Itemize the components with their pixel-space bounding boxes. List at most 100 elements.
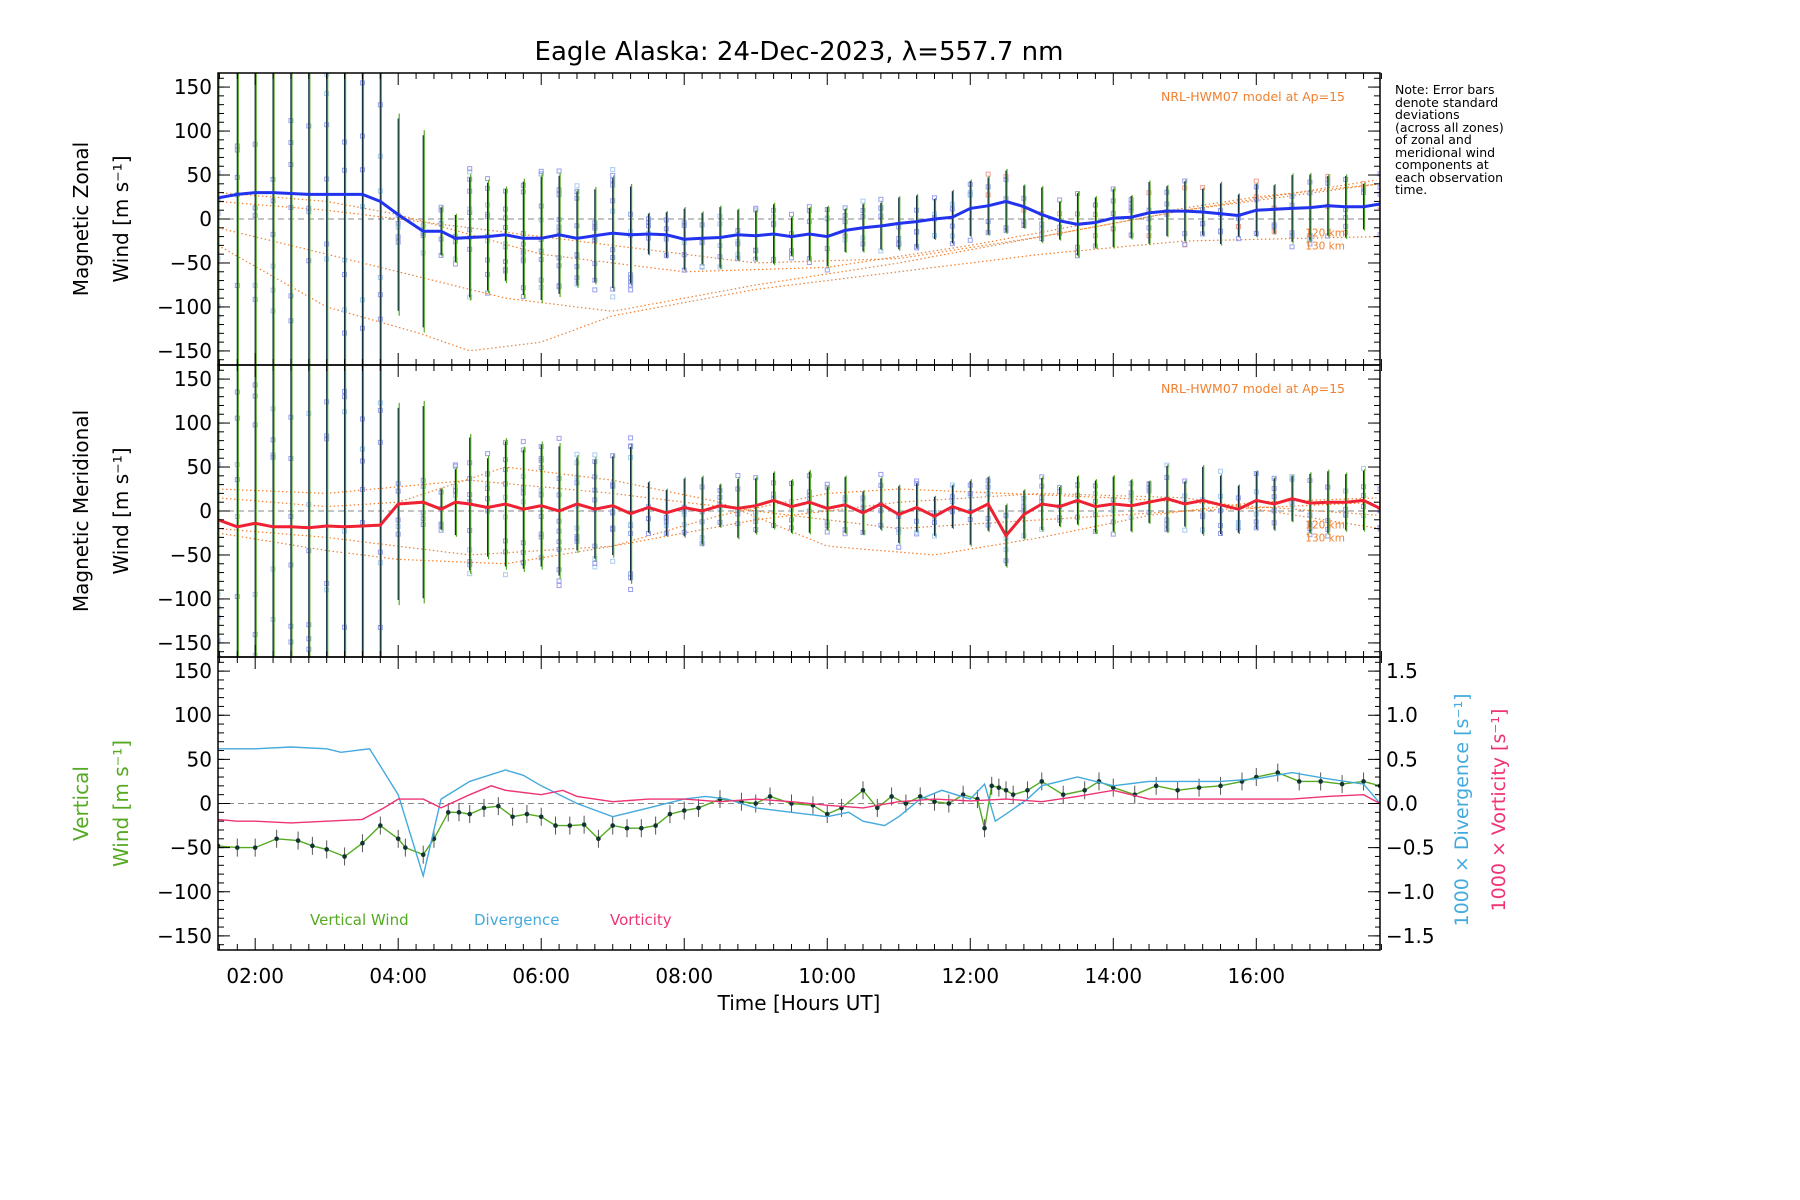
vertical-wind-point	[1153, 783, 1159, 789]
vertical-wind-point	[824, 811, 830, 817]
model-label: NRL-HWM07 model at Ap=15	[1161, 89, 1345, 104]
sample-marker	[218, 591, 221, 597]
vertical-wind-point	[252, 845, 258, 850]
sample-marker	[253, 62, 257, 66]
vertical-wind-point	[889, 794, 894, 799]
sample-marker	[556, 578, 562, 584]
vertical-wind-point	[681, 808, 687, 813]
vertical-wind-point	[567, 823, 573, 828]
vertical-wind-point	[553, 823, 558, 828]
sample-marker	[452, 463, 458, 469]
vertical-wind-point	[324, 847, 329, 852]
x-tick-label: 08:00	[655, 964, 713, 988]
note-line: meridional wind	[1395, 144, 1496, 160]
sample-marker	[860, 198, 866, 204]
sample-marker	[1235, 236, 1241, 242]
sample-marker	[1253, 178, 1259, 184]
sample-marker	[218, 303, 221, 309]
chart-title: Eagle Alaska: 24-Dec-2023, λ=557.7 nm	[535, 37, 1064, 67]
y-tick-label: −150	[157, 339, 212, 363]
x-tick-label: 10:00	[798, 964, 856, 988]
y-tick-label: 0	[199, 207, 212, 231]
sample-marker	[467, 166, 473, 172]
y-tick-label: 50	[187, 455, 212, 479]
y-axis-label-line1: Magnetic Zonal	[69, 142, 93, 296]
vertical-wind-point	[1175, 787, 1180, 793]
sample-marker	[699, 264, 705, 270]
vertical-wind-point	[596, 836, 601, 842]
vertical-wind-point	[524, 811, 530, 817]
y-tick-label: 50	[187, 163, 212, 187]
vertical-wind-point	[510, 814, 515, 820]
sample-marker	[467, 571, 473, 577]
sample-marker	[1307, 532, 1313, 538]
x-tick-label: 16:00	[1227, 964, 1285, 988]
sample-marker	[985, 171, 991, 177]
y2-tick-label: −1.0	[1386, 880, 1435, 904]
sample-marker	[218, 614, 221, 620]
vertical-wind-point	[917, 794, 923, 799]
mean-wind-line	[218, 497, 1380, 539]
y2-label-divergence: 1000 × Divergence [s⁻¹]	[1451, 693, 1473, 926]
sample-marker	[485, 176, 491, 182]
sample-marker	[556, 435, 562, 441]
sample-marker	[1377, 191, 1380, 197]
sample-marker	[218, 198, 221, 204]
sample-marker	[452, 462, 458, 468]
sample-marker	[628, 586, 634, 592]
vertical-wind-point	[1010, 792, 1016, 797]
vertical-wind-point	[342, 854, 347, 859]
altitude-label: 120 km	[1305, 520, 1345, 532]
y-tick-label: 50	[187, 747, 212, 771]
vertical-wind-point	[467, 811, 473, 817]
sample-marker	[628, 435, 634, 441]
sample-marker	[234, 73, 240, 74]
vertical-wind-point	[1196, 785, 1202, 790]
vertical-wind-point	[395, 836, 401, 842]
sample-marker	[1377, 525, 1380, 531]
y-tick-label: −100	[157, 880, 212, 904]
vertical-wind-point	[667, 811, 673, 817]
sample-marker	[218, 637, 221, 643]
legend-vorticity: Vorticity	[610, 911, 672, 929]
legend-divergence: Divergence	[474, 911, 559, 929]
sample-marker	[1377, 171, 1380, 177]
y2-tick-label: 1.0	[1386, 703, 1418, 727]
sample-marker	[538, 168, 544, 174]
vertical-wind-point	[753, 801, 759, 806]
y-tick-label: 0	[199, 499, 212, 523]
sample-marker	[592, 560, 598, 566]
x-tick-label: 04:00	[369, 964, 427, 988]
model-curve	[218, 479, 1377, 530]
sample-marker	[592, 564, 598, 570]
sample-marker	[1289, 244, 1295, 250]
model-curve	[218, 488, 1377, 565]
x-axis-label: Time [Hours UT]	[717, 991, 881, 1015]
sample-marker	[610, 294, 616, 300]
y-tick-label: −50	[170, 251, 212, 275]
y-tick-label: −100	[157, 587, 212, 611]
y-axis-label-line1: Vertical	[69, 766, 93, 841]
sample-marker	[1377, 507, 1380, 513]
vertical-wind-point	[996, 785, 1002, 790]
sample-marker	[1325, 533, 1331, 539]
vertical-wind-point	[403, 845, 408, 850]
y-tick-label: 150	[174, 659, 212, 683]
vertical-wind-point	[639, 825, 644, 831]
vertical-wind-point	[1110, 785, 1116, 790]
vertical-wind-point	[932, 799, 937, 805]
vertical-wind-point	[481, 805, 487, 811]
y-axis-label-line2: Wind [m s⁻¹]	[109, 740, 133, 867]
vertical-wind-point	[860, 787, 866, 793]
vertical-wind-point	[982, 825, 987, 831]
vertical-wind-point	[538, 814, 544, 820]
vertical-wind-point	[378, 823, 383, 828]
sample-marker	[735, 472, 741, 478]
vertical-wind-point	[235, 845, 240, 850]
vertical-wind-point	[295, 838, 301, 843]
y-tick-label: 100	[174, 703, 212, 727]
vertical-wind-point	[1218, 783, 1223, 789]
sample-marker	[967, 237, 973, 243]
sample-marker	[824, 267, 830, 273]
